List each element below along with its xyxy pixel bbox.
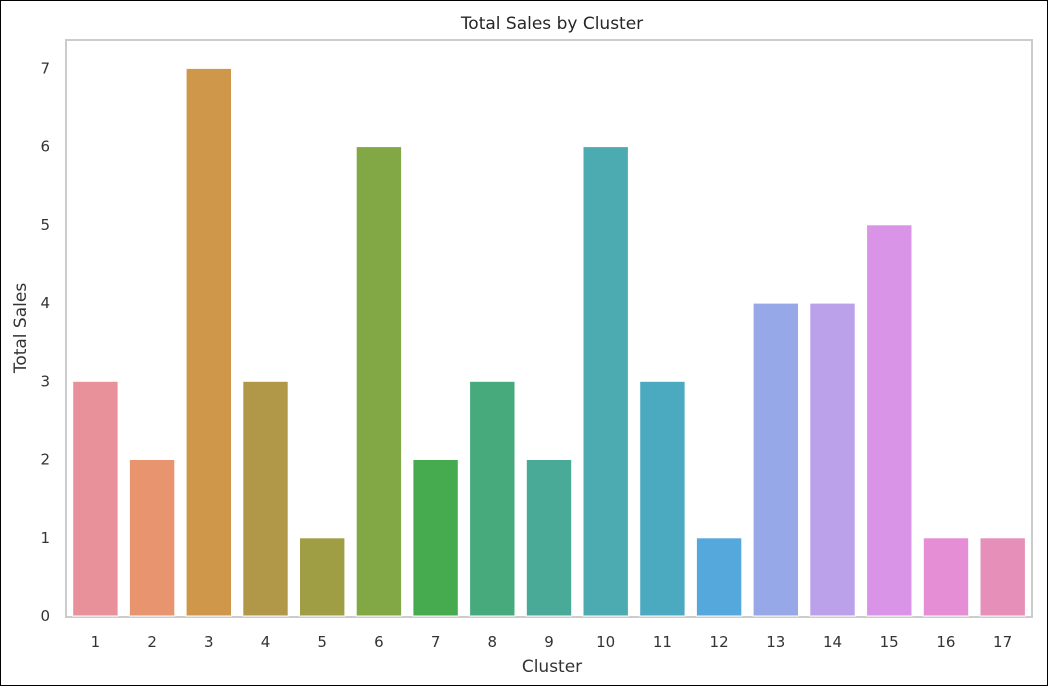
bar-cluster-15 bbox=[866, 224, 913, 617]
x-tick-label: 2 bbox=[147, 633, 157, 651]
x-tick-label: 17 bbox=[993, 633, 1012, 651]
x-tick-label: 12 bbox=[710, 633, 729, 651]
x-tick-label: 15 bbox=[880, 633, 899, 651]
y-tick-label: 0 bbox=[40, 607, 50, 625]
x-tick-labels: 1 2 3 4 5 6 7 8 9 10 11 12 13 14 15 16 17 bbox=[91, 633, 1013, 651]
bar-cluster-13 bbox=[752, 302, 799, 617]
x-tick-label: 11 bbox=[653, 633, 672, 651]
x-tick-label: 5 bbox=[317, 633, 327, 651]
x-tick-label: 8 bbox=[488, 633, 498, 651]
bar-cluster-5 bbox=[299, 537, 346, 617]
bar-cluster-2 bbox=[128, 459, 176, 617]
y-tick-label: 5 bbox=[40, 216, 50, 234]
bar-cluster-12 bbox=[695, 537, 743, 617]
bar-cluster-4 bbox=[242, 380, 289, 617]
bar-cluster-10 bbox=[582, 146, 629, 617]
bar-cluster-11 bbox=[639, 380, 686, 617]
x-tick-label: 1 bbox=[91, 633, 101, 651]
x-tick-label: 3 bbox=[204, 633, 214, 651]
x-tick-label: 9 bbox=[544, 633, 554, 651]
y-tick-label: 7 bbox=[40, 59, 50, 77]
chart-title: Total Sales by Cluster bbox=[460, 14, 643, 34]
bar-cluster-16 bbox=[922, 537, 970, 617]
x-tick-label: 13 bbox=[766, 633, 785, 651]
bar-cluster-8 bbox=[469, 380, 516, 617]
bar-cluster-17 bbox=[979, 537, 1026, 617]
bar-cluster-3 bbox=[185, 67, 233, 617]
y-tick-label: 4 bbox=[40, 294, 50, 312]
bar-cluster-6 bbox=[355, 146, 403, 617]
bars-group bbox=[72, 67, 1026, 617]
x-tick-label: 4 bbox=[261, 633, 271, 651]
y-tick-label: 3 bbox=[40, 372, 50, 390]
x-tick-label: 14 bbox=[823, 633, 842, 651]
y-tick-label: 2 bbox=[40, 451, 50, 469]
bar-cluster-1 bbox=[72, 380, 119, 617]
y-tick-label: 1 bbox=[40, 529, 50, 547]
x-tick-label: 16 bbox=[936, 633, 955, 651]
bar-cluster-9 bbox=[525, 459, 573, 617]
y-tick-labels: 0 1 2 3 4 5 6 7 bbox=[40, 59, 50, 625]
y-tick-label: 6 bbox=[40, 138, 50, 156]
x-axis-label: Cluster bbox=[522, 657, 582, 677]
y-axis-label: Total Sales bbox=[11, 283, 31, 374]
bar-cluster-14 bbox=[809, 302, 856, 617]
bar-cluster-7 bbox=[412, 459, 459, 617]
x-tick-label: 10 bbox=[596, 633, 615, 651]
x-tick-label: 6 bbox=[374, 633, 384, 651]
x-tick-label: 7 bbox=[431, 633, 441, 651]
